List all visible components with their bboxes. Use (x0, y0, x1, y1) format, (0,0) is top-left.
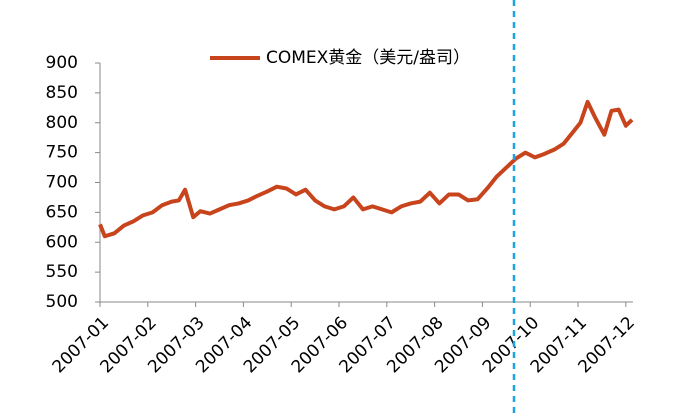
y-tick-label: 600 (46, 232, 78, 252)
y-tick-label: 900 (46, 53, 78, 73)
y-tick-label: 750 (46, 143, 78, 163)
y-tick-label: 700 (46, 173, 78, 193)
y-tick-label: 650 (46, 202, 78, 222)
line-series (98, 99, 634, 239)
y-tick-label: 550 (46, 262, 78, 282)
legend-label: COMEX黄金（美元/盎司） (266, 48, 470, 68)
y-tick-label: 850 (46, 83, 78, 103)
y-tick-label: 500 (46, 292, 78, 312)
y-tick-label: 800 (46, 113, 78, 133)
